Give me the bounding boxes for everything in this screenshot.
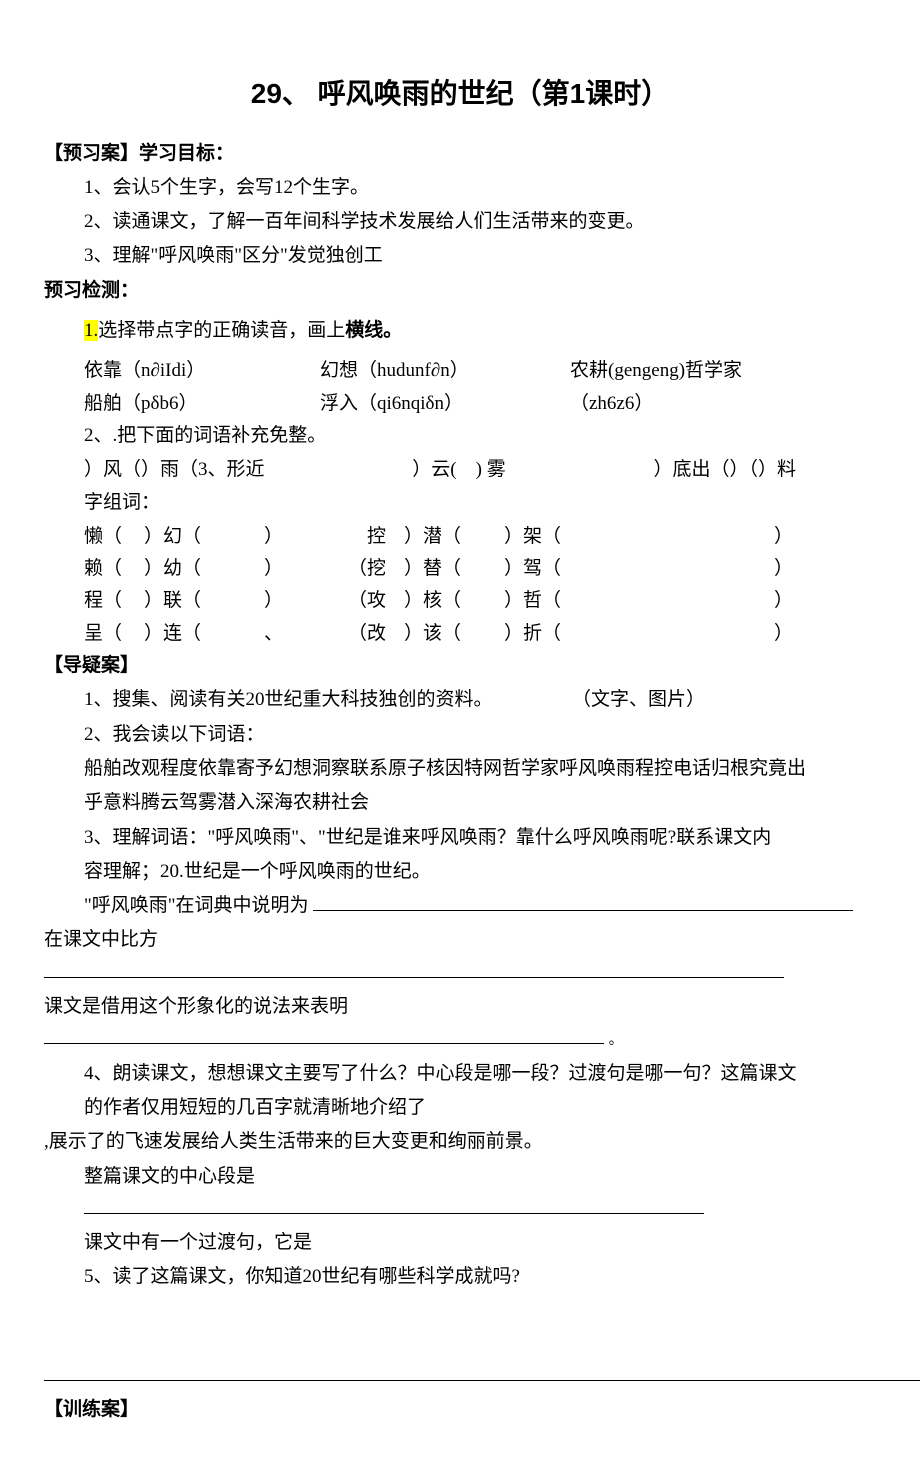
r1a1: 懒（ [84,521,144,553]
goal-2: 2、读通课文，了解一百年间科学技术发展给人们生活带来的变更。 [44,206,876,238]
char-row-4: 呈（ ）连（ 、 （改 ）该（ ）折（ ） [84,618,876,650]
pinyin-r1-c2: 幻想（hudunf∂n） [320,355,570,387]
guide-line4a: 4、朗读课文，想想课文主要写了什么？中心段是哪一段？过渡句是哪一句？这篇课文 [44,1058,876,1090]
guide-line5: 课文中有一个过渡句，它是 [44,1227,876,1259]
guide-fill1-label: "呼风唤雨"在词典中说明为 [84,895,309,916]
guide-fill2-label: 在课文中比方 [44,929,158,950]
long-blank [44,1360,876,1392]
preview-header: 【预习案】学习目标： [44,138,876,170]
pinyin-r2-c1: 船舶（pδb6） [84,388,320,420]
r2a1: 赖（ [84,553,144,585]
blank-line-2 [44,959,784,978]
blank-line-1 [313,892,853,911]
r4a2: ）连（ [144,618,264,650]
r4b3: ）折（ [504,618,644,650]
period-circle: 。 [609,1033,623,1048]
char-row-1: 懒（ ）幻（ ） 控 ）潜（ ）架（ ） [84,521,876,553]
r2a3: ） [264,553,324,585]
char-row-2: 赖（ ）幼（ ） （挖 ）替（ ）驾（ ） [84,553,876,585]
guide-header-text: 【导疑案】 [44,655,139,676]
r4a1: 呈（ [84,618,144,650]
pretest-header-text: 预习检测： [44,280,139,301]
guide-line1: 1、搜集、阅读有关20世纪重大科技独创的资料。 （文字、图片） [44,684,876,716]
pretest-header: 预习检测： [44,275,876,307]
q1-line: 1.选择带点字的正确读音，画上横线。 [44,315,876,347]
blank-line-full [44,1362,920,1381]
fill-c2: ）云( ) 雾 [412,454,505,486]
guide-line1b: （文字、图片） [572,689,705,710]
guide-line2: 2、我会读以下词语： [44,719,876,751]
q1-number-highlight: 1. [84,320,98,341]
r3b1: （攻 [324,585,404,617]
guide-fill1: "呼风唤雨"在词典中说明为 [44,890,876,922]
guide-line3b: 容理解；20.世纪是一个呼风唤雨的世纪。 [44,856,876,888]
pinyin-r1-c3: 农耕(gengeng)哲学家 [570,355,876,387]
r1a3: ） [264,521,324,553]
page-title: 29、 呼风唤雨的世纪（第1课时） [44,70,876,118]
guide-line4b: 的作者仅用短短的几百字就清晰地介绍了 [44,1092,876,1124]
goal-3: 3、理解"呼风唤雨"区分"发觉独创工 [44,240,876,272]
r3a3: ） [264,585,324,617]
guide-fill4-label: 整篇课文的中心段是 [84,1166,255,1187]
blank-line-3 [44,1025,604,1044]
guide-line4c: ,展示了的飞速发展给人类生活带来的巨大变更和绚丽前景。 [44,1126,876,1158]
r3a1: 程（ [84,585,144,617]
guide-words2: 乎意料腾云驾雾潜入深海农耕社会 [44,787,876,819]
r1b2: ）潜（ [404,521,504,553]
r4a3: 、 [264,618,324,650]
fill-row: ）风（）雨（3、形近 ）云( ) 雾 ）底出（）（）料 [44,454,876,486]
r2b1: （挖 [324,553,404,585]
r4b2: ）该（ [404,618,504,650]
guide-line1a: 1、搜集、阅读有关20世纪重大科技独创的资料。 [84,689,493,710]
r2b2: ）替（ [404,553,504,585]
char-grid: 懒（ ）幻（ ） 控 ）潜（ ）架（ ） 赖（ ）幼（ ） （挖 ）替（ ）驾（… [44,521,876,650]
q1-bold: 横线。 [345,320,402,341]
r1b1: 控 [324,521,404,553]
r1b3: ）架（ [504,521,644,553]
blank-line-4 [84,1195,704,1214]
pinyin-r2-c2: 浮入（qi6nqiδn） [320,388,570,420]
r4b4: ） [774,618,804,650]
pinyin-row-1: 依靠（n∂iIdi） 幻想（hudunf∂n） 农耕(gengeng)哲学家 [44,355,876,387]
train-header-text: 【训练案】 [44,1399,139,1420]
guide-fill2: 在课文中比方 [44,924,876,989]
char-row-3: 程（ ）联（ ） （攻 ）核（ ）哲（ ） [84,585,876,617]
pinyin-r1-c1: 依靠（n∂iIdi） [84,355,320,387]
r3b3: ）哲（ [504,585,644,617]
pinyin-r2-c3: （zh6z6） [570,388,876,420]
q1-text: 选择带点字的正确读音，画上 [98,320,345,341]
r1a2: ）幻（ [144,521,264,553]
pinyin-row-2: 船舶（pδb6） 浮入（qi6nqiδn） （zh6z6） [44,388,876,420]
guide-words1: 船舶改观程度依靠寄予幻想洞察联系原子核因特网哲学家呼风唤雨程控电话归根究竟出 [44,753,876,785]
q2-line: 2、.把下面的词语补充免整。 [44,420,876,452]
r4b1: （改 [324,618,404,650]
goal-1: 1、会认5个生字，会写12个生字。 [44,172,876,204]
r3b2: ）核（ [404,585,504,617]
preview-header-text: 【预习案】学习目标： [44,143,234,164]
r2b3: ）驾（ [504,553,644,585]
r3b4: ） [774,585,804,617]
r2b4: ） [774,553,804,585]
fill-c3: ）底出（）（）料 [653,454,796,486]
guide-line6: 5、读了这篇课文，你知道20世纪有哪些科学成就吗? [44,1261,876,1293]
train-header: 【训练案】 [44,1394,876,1426]
guide-fill3-label: 课文是借用这个形象化的说法来表明 [44,996,348,1017]
r3a2: ）联（ [144,585,264,617]
r1b4: ） [774,521,804,553]
guide-line3: 3、理解词语："呼风唤雨"、"世纪是谁来呼风唤雨？靠什么呼风唤雨呢?联系课文内 [44,822,876,854]
guide-fill4: 整篇课文的中心段是 [44,1161,876,1226]
r2a2: ）幼（ [144,553,264,585]
guide-fill3: 课文是借用这个形象化的说法来表明 。 [44,991,876,1056]
fill-c1: ）风（）雨（3、形近 [84,454,265,486]
guide-header: 【导疑案】 [44,650,876,682]
q3-line: 字组词： [44,487,876,519]
